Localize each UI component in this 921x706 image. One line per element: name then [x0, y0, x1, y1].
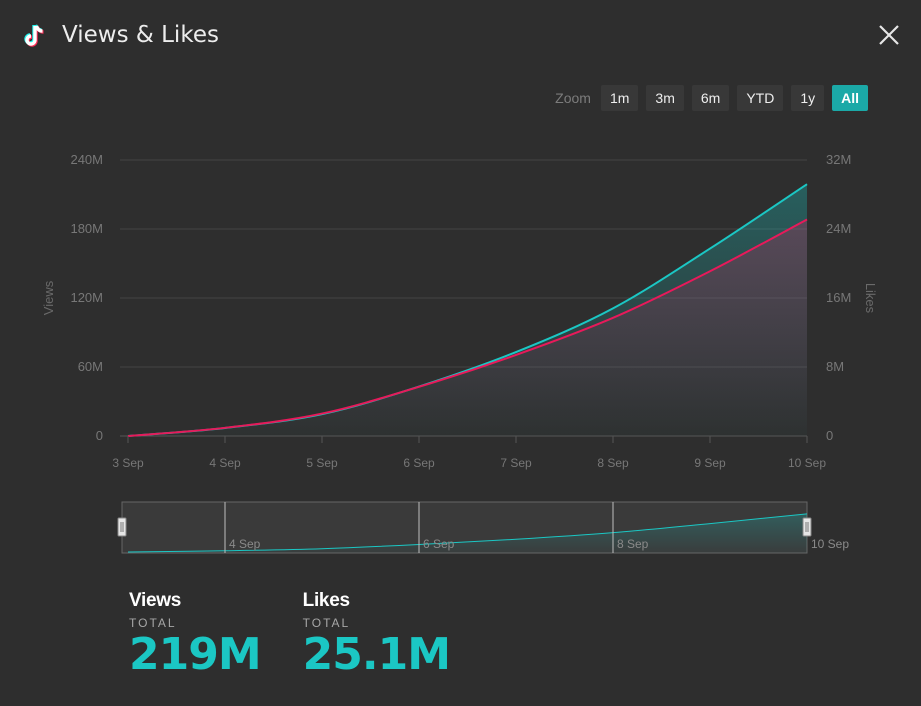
handle-grip [117, 517, 127, 537]
close-icon[interactable] [878, 24, 900, 46]
y-right-tick-label: 24M [826, 221, 851, 236]
stat-views-value: 219M [129, 629, 262, 680]
zoom-label: Zoom [555, 90, 591, 106]
zoom-all-button[interactable]: All [832, 85, 868, 111]
y-right-tick-label: 16M [826, 290, 851, 305]
stat-likes: Likes TOTAL 25.1M [302, 590, 451, 680]
navigator-tick-label: 8 Sep [617, 537, 649, 551]
x-tick-label: 8 Sep [597, 456, 629, 470]
x-tick-label: 9 Sep [694, 456, 726, 470]
stat-likes-value: 25.1M [302, 629, 451, 680]
axes: 0 0 60M 8M 120M 16M 180M 24M 240M 32M 3 Sep 4 Sep 5 … [41, 152, 878, 470]
zoom-3m-button[interactable]: 3m [646, 85, 684, 111]
x-tick-label: 6 Sep [403, 456, 435, 470]
series-line-likes [127, 218, 808, 437]
y-right-tick-label: 0 [826, 428, 833, 443]
y-right-axis-title: Likes [863, 283, 878, 314]
stats-summary: Views TOTAL 219M Likes TOTAL 25.1M [129, 590, 451, 680]
stat-likes-name: Likes [302, 590, 350, 611]
zoom-1m-button[interactable]: 1m [600, 85, 639, 111]
navigator[interactable]: 4 Sep 6 Sep 8 Sep 10 Sep [117, 501, 849, 554]
views-likes-chart: 0 0 60M 8M 120M 16M 180M 24M 240M 32M 3 Sep 4 Sep 5 … [41, 152, 878, 554]
navigator-line [127, 513, 808, 553]
zoom-1y-button[interactable]: 1y [791, 85, 825, 111]
x-tick-label: 10 Sep [788, 456, 826, 470]
navigator-tick-label: 4 Sep [229, 537, 261, 551]
y-left-tick-label: 240M [70, 152, 103, 167]
zoom-6m-button[interactable]: 6m [691, 85, 730, 111]
tiktok-logo-icon [24, 24, 44, 47]
y-left-tick-label: 60M [78, 359, 103, 374]
y-left-tick-label: 180M [70, 221, 103, 236]
navigator-tick-label: 10 Sep [811, 537, 849, 551]
y-left-axis-title: Views [41, 280, 56, 315]
zoom-ytd-button[interactable]: YTD [737, 85, 784, 111]
y-left-tick-label: 120M [70, 290, 103, 305]
y-right-tick-label: 8M [826, 359, 844, 374]
handle-grip [802, 517, 812, 537]
stat-views: Views TOTAL 219M [129, 590, 262, 680]
x-tick-label: 4 Sep [209, 456, 241, 470]
x-tick-label: 7 Sep [500, 456, 532, 470]
x-tick-label: 3 Sep [112, 456, 144, 470]
y-right-tick-label: 32M [826, 152, 851, 167]
zoom-selector: Zoom 1m 3m 6m YTD 1y All [555, 85, 868, 111]
stat-likes-sub: TOTAL [302, 616, 351, 630]
y-left-tick-label: 0 [96, 428, 103, 443]
x-tick-label: 5 Sep [306, 456, 338, 470]
navigator-left-handle[interactable] [117, 517, 127, 537]
stat-views-name: Views [129, 590, 182, 611]
plot-area [127, 183, 808, 437]
series-area-likes [128, 219, 807, 436]
stat-views-sub: TOTAL [129, 616, 177, 630]
navigator-tick-label: 6 Sep [423, 537, 455, 551]
navigator-right-handle[interactable] [802, 517, 812, 537]
navigator-area [128, 513, 807, 553]
header: Views & Likes [22, 20, 219, 50]
dialog-title: Views & Likes [62, 22, 219, 48]
